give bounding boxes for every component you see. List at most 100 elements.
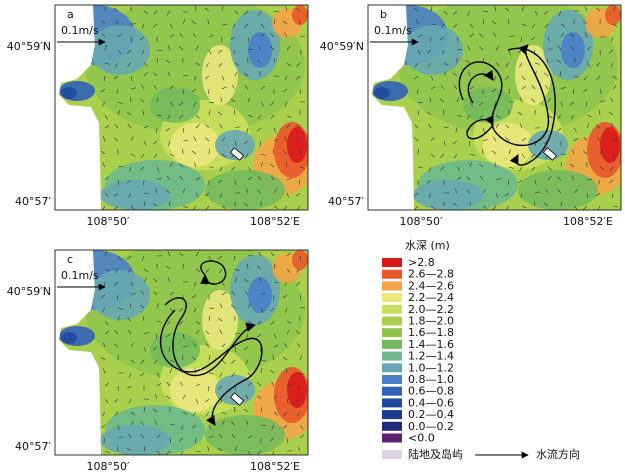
current-vector bbox=[165, 189, 171, 194]
depth-zone bbox=[170, 123, 220, 167]
current-vector bbox=[104, 125, 110, 129]
current-vector bbox=[104, 62, 110, 65]
current-vector bbox=[456, 49, 462, 51]
current-vector bbox=[102, 307, 106, 313]
depth-zone bbox=[292, 250, 308, 270]
current-vector bbox=[414, 205, 419, 210]
current-vector bbox=[117, 316, 120, 322]
current-vector bbox=[440, 153, 445, 158]
current-vector bbox=[169, 359, 175, 363]
current-vector bbox=[479, 33, 484, 38]
scale-label: 0.1m/s bbox=[61, 269, 99, 282]
depth-zone bbox=[600, 127, 620, 163]
depth-zone bbox=[287, 127, 307, 163]
panel-frame bbox=[367, 4, 622, 211]
current-vector bbox=[455, 127, 458, 133]
current-vector bbox=[482, 10, 488, 13]
current-vector bbox=[126, 317, 132, 322]
current-vector bbox=[557, 114, 562, 119]
current-vector bbox=[208, 34, 214, 38]
legend-label: 2.2—2.4 bbox=[408, 291, 454, 304]
current-vector bbox=[195, 62, 201, 66]
legend-label: 2.6—2.8 bbox=[408, 268, 454, 281]
current-vector bbox=[179, 114, 184, 119]
current-vector bbox=[231, 166, 236, 171]
current-vector bbox=[247, 435, 253, 439]
current-vector bbox=[208, 110, 211, 116]
current-vector bbox=[296, 342, 301, 348]
current-vector bbox=[299, 19, 301, 25]
current-vector bbox=[182, 127, 185, 133]
current-vector bbox=[104, 450, 110, 454]
current-vector bbox=[195, 329, 200, 335]
current-vector bbox=[494, 162, 497, 168]
current-vector bbox=[491, 88, 497, 93]
map-panel: c 0.1m/s 40°59′N 40°57′ 108°50′ 108°52′E bbox=[7, 249, 309, 472]
current-vector bbox=[167, 320, 171, 326]
current-vector bbox=[560, 162, 562, 168]
current-vector bbox=[479, 101, 484, 106]
current-vector bbox=[295, 192, 301, 197]
current-vector bbox=[584, 32, 588, 38]
current-vector bbox=[286, 45, 291, 51]
current-vector bbox=[298, 385, 301, 391]
current-vector bbox=[130, 359, 136, 364]
current-vector bbox=[586, 123, 590, 129]
current-vector bbox=[547, 47, 553, 51]
current-vector bbox=[169, 424, 175, 426]
current-vector bbox=[595, 192, 601, 197]
legend-label: 0.0—0.2 bbox=[408, 420, 454, 433]
current-vector bbox=[608, 179, 614, 184]
current-vector bbox=[231, 84, 236, 90]
current-vector bbox=[130, 292, 136, 296]
current-vector bbox=[259, 277, 262, 283]
current-vector bbox=[117, 255, 121, 261]
current-vector bbox=[191, 356, 197, 361]
current-vector bbox=[104, 176, 109, 181]
current-vector bbox=[573, 58, 576, 64]
current-vector bbox=[195, 177, 201, 181]
current-vector bbox=[430, 205, 436, 210]
current-vector bbox=[299, 49, 302, 55]
depth-zone bbox=[605, 5, 621, 25]
current-vector bbox=[205, 124, 210, 129]
current-vector bbox=[156, 97, 159, 103]
current-vector bbox=[217, 179, 223, 184]
current-vector bbox=[534, 10, 538, 16]
current-vector bbox=[557, 176, 562, 181]
current-vector bbox=[104, 114, 108, 120]
current-vector bbox=[234, 126, 240, 129]
current-vector bbox=[247, 382, 252, 387]
current-vector bbox=[127, 268, 132, 273]
current-vector bbox=[583, 205, 588, 210]
current-vector bbox=[169, 291, 175, 296]
current-vector bbox=[521, 153, 526, 159]
current-vector bbox=[169, 23, 173, 29]
current-vector bbox=[569, 101, 575, 106]
current-vector bbox=[165, 333, 171, 338]
current-vector bbox=[232, 23, 236, 29]
current-vector bbox=[219, 123, 223, 129]
current-vector bbox=[519, 123, 523, 129]
current-vector bbox=[531, 98, 536, 103]
current-vector bbox=[140, 153, 145, 159]
current-vector bbox=[117, 110, 121, 116]
current-vector bbox=[247, 36, 250, 42]
current-vector bbox=[285, 307, 288, 313]
current-vector bbox=[113, 281, 119, 286]
current-vector bbox=[247, 254, 253, 257]
current-vector bbox=[491, 150, 497, 155]
legend-label: >2.8 bbox=[408, 256, 435, 269]
current-vector bbox=[217, 317, 223, 322]
current-vector bbox=[221, 153, 226, 158]
current-vector bbox=[456, 114, 462, 118]
current-vector bbox=[152, 140, 158, 145]
current-vector bbox=[208, 101, 214, 104]
current-vector bbox=[286, 320, 292, 324]
current-vector bbox=[284, 75, 288, 81]
current-vector bbox=[573, 138, 579, 142]
current-vector bbox=[531, 166, 536, 171]
current-vector bbox=[142, 110, 145, 116]
current-vector bbox=[586, 62, 591, 68]
current-vector bbox=[126, 447, 132, 452]
